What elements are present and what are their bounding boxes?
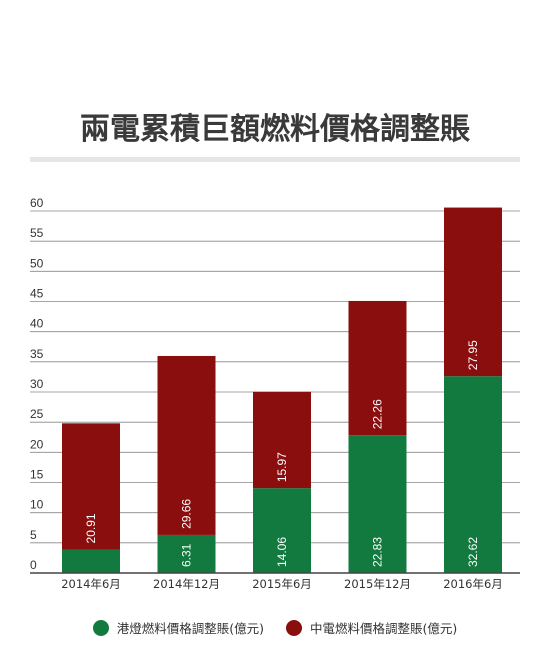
bar-segment (348, 435, 407, 573)
x-category-label: 2016年6月 (443, 577, 503, 591)
x-category-label: 2014年6月 (61, 577, 121, 591)
bar-segment (348, 300, 407, 436)
bar-segment (157, 355, 216, 535)
bars (62, 207, 502, 573)
y-tick-label: 25 (30, 407, 44, 421)
legend-label-clp: 中電燃料價格調整賬(億元) (310, 621, 458, 636)
x-axis-categories: 2014年6月 2014年12月 2015年6月 2015年12月 2016年6月 (61, 577, 503, 591)
y-axis-ticks: 0 5 10 15 20 25 30 35 40 45 50 55 60 (30, 196, 44, 572)
y-tick-label: 30 (30, 377, 44, 391)
bar-segment (62, 423, 120, 550)
bar-segment (62, 549, 120, 573)
legend-item-hke: 港燈燃料價格調整賬(億元) (92, 618, 264, 637)
y-tick-label: 55 (30, 226, 44, 240)
y-tick-label: 10 (30, 498, 44, 512)
y-tick-label: 5 (30, 528, 37, 542)
chart-title: 兩電累積巨額燃料價格調整賬 (80, 112, 470, 147)
x-category-label: 2015年6月 (252, 577, 312, 591)
title-divider (30, 157, 520, 162)
bar-segment (157, 534, 216, 573)
value-label: 20.91 (84, 513, 98, 543)
y-tick-label: 35 (30, 347, 44, 361)
legend-swatch-clp (286, 619, 302, 636)
value-label: 32.62 (466, 537, 480, 567)
legend-label-hke: 港燈燃料價格調整賬(億元) (116, 621, 264, 636)
bar-segment (444, 376, 502, 573)
bar-segment (253, 391, 311, 489)
legend-item-clp: 中電燃料價格調整賬(億元) (286, 618, 457, 637)
value-label: 27.95 (466, 340, 480, 370)
y-tick-label: 50 (30, 256, 44, 270)
value-label: 15.97 (275, 452, 289, 482)
x-category-label: 2014年12月 (153, 577, 220, 591)
bar-segment (253, 488, 311, 573)
value-label: 14.06 (275, 537, 289, 567)
y-tick-label: 20 (30, 437, 44, 451)
y-tick-label: 0 (30, 558, 37, 572)
value-label: 22.26 (371, 399, 385, 429)
value-label: 22.83 (371, 537, 385, 567)
y-tick-label: 15 (30, 468, 44, 482)
value-labels: 20.91 6.31 29.66 14.06 15.97 22.83 22.26 32.62 2… (84, 340, 480, 567)
stacked-bar-chart: 0 5 10 15 20 25 30 35 40 45 50 55 60 20.91 6.31 29.66 1… (30, 196, 520, 591)
bar-segment (444, 207, 502, 377)
value-label: 6.31 (180, 543, 194, 567)
legend-swatch-hke (92, 619, 109, 636)
x-category-label: 2015年12月 (344, 577, 411, 591)
y-tick-label: 60 (30, 196, 44, 210)
y-tick-label: 45 (30, 287, 44, 301)
value-label: 29.66 (180, 499, 194, 529)
y-tick-label: 40 (30, 317, 44, 331)
legend: 港燈燃料價格調整賬(億元) 中電燃料價格調整賬(億元) (0, 618, 550, 637)
